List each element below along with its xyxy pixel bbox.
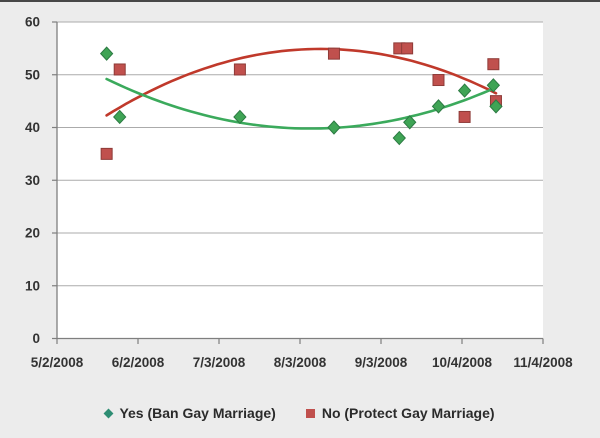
x-tick-label: 7/3/2008 <box>193 355 246 370</box>
marker-yes <box>431 99 446 114</box>
y-tick-label: 20 <box>25 226 40 241</box>
legend-item-yes: Yes (Ban Gay Marriage) <box>103 405 276 421</box>
marker-yes <box>233 109 247 125</box>
trendline-yes <box>105 77 498 130</box>
chart-legend: Yes (Ban Gay Marriage) No (Protect Gay M… <box>0 403 600 423</box>
legend-item-no: No (Protect Gay Marriage) <box>305 405 495 421</box>
marker-yes <box>457 83 472 98</box>
y-tick-label: 30 <box>25 173 40 188</box>
y-tick-label: 40 <box>25 120 40 135</box>
marker-yes <box>489 99 503 114</box>
y-tick-label: 10 <box>25 278 40 293</box>
y-tick-label: 50 <box>25 67 40 82</box>
marker-yes <box>392 130 406 146</box>
y-tick-label: 0 <box>32 331 40 346</box>
x-tick-label: 10/4/2008 <box>432 355 493 370</box>
y-tick-label: 60 <box>25 15 40 30</box>
marker-no <box>113 63 126 76</box>
marker-no <box>233 63 246 76</box>
marker-no <box>458 110 471 123</box>
marker-yes <box>327 120 341 135</box>
marker-no <box>401 42 414 55</box>
yes-series-marker-icon <box>103 408 114 418</box>
x-tick-label: 11/4/2008 <box>513 355 573 370</box>
x-tick-label: 6/2/2008 <box>112 355 165 370</box>
marker-no <box>100 147 113 160</box>
marker-no <box>487 58 500 71</box>
legend-label-yes: Yes (Ban Gay Marriage) <box>119 405 276 421</box>
marker-yes <box>403 114 417 130</box>
x-tick-label: 9/3/2008 <box>355 355 408 370</box>
trendline-no <box>105 47 498 117</box>
x-tick-label: 8/3/2008 <box>274 355 327 370</box>
marker-no <box>327 47 340 60</box>
x-tick-label: 5/2/2008 <box>31 355 84 370</box>
marker-yes <box>486 78 501 93</box>
no-series-marker-icon <box>305 408 315 418</box>
marker-yes <box>113 109 127 125</box>
window-top-border <box>0 0 600 2</box>
legend-label-no: No (Protect Gay Marriage) <box>321 405 495 421</box>
marker-yes <box>99 46 114 61</box>
marker-no <box>432 74 445 87</box>
